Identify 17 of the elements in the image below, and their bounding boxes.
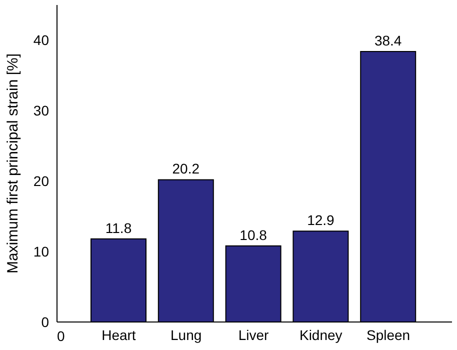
x-tick-label: Heart <box>102 326 136 343</box>
x-tick-label: Spleen <box>366 326 410 343</box>
y-tick-label: 20 <box>33 173 50 190</box>
data-label: 10.8 <box>240 226 268 243</box>
y-tick-label: 0 <box>41 314 50 330</box>
x-tick-label: Liver <box>238 326 270 343</box>
x-tick-label: Lung <box>170 326 202 343</box>
y-axis-title: Maximum first principal strain [%] <box>4 53 22 274</box>
data-label: 11.8 <box>105 220 132 236</box>
y-tick-label: 30 <box>33 102 50 119</box>
y-tick-label: 40 <box>33 32 50 48</box>
text: 0 <box>57 328 65 344</box>
x-tick-label: Kidney <box>299 326 342 343</box>
data-label: 12.9 <box>307 212 335 228</box>
data-label: 38.4 <box>374 32 402 48</box>
y-tick-label: 10 <box>33 244 50 260</box>
data-label: 20.2 <box>172 160 200 177</box>
